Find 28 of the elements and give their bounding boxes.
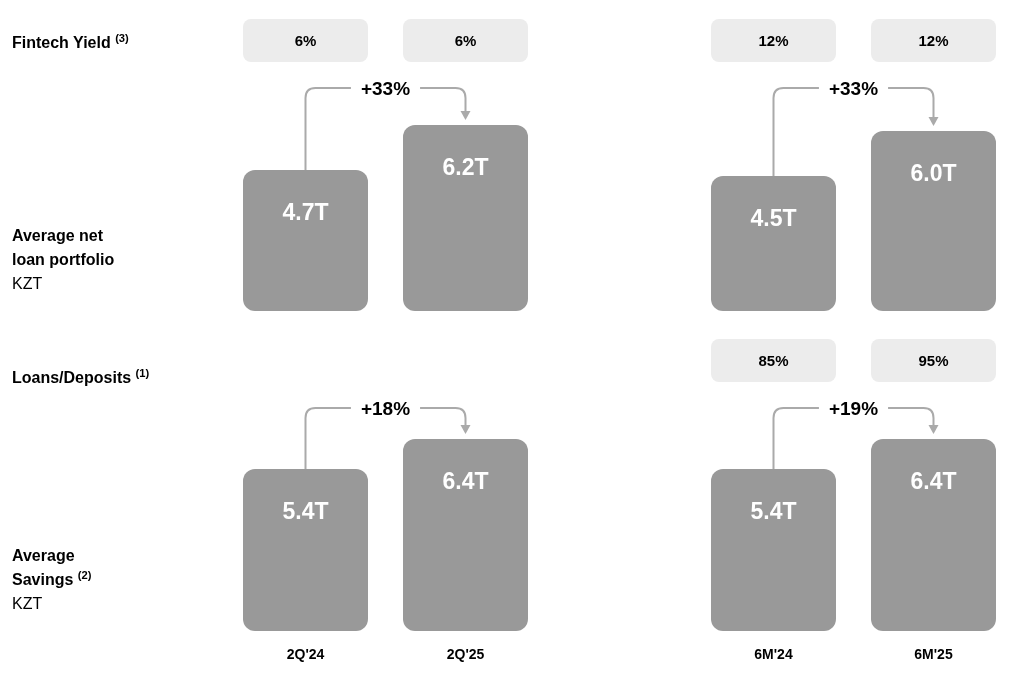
data-label: 5.4T — [282, 498, 329, 524]
x-tick-label: 6M'24 — [754, 646, 793, 662]
data-label: 6.4T — [442, 468, 489, 494]
data-label: 6.4T — [910, 468, 957, 494]
y-axis-title: Average net loan portfolio — [12, 227, 115, 268]
text: 12% — [918, 32, 949, 49]
data-label: 4.5T — [750, 205, 797, 231]
text: +19% — [828, 398, 879, 419]
text: KZT — [12, 595, 43, 612]
text: Fintech Yield $^{(3)}$ — [12, 32, 130, 51]
text: 85% — [758, 352, 789, 369]
text: Loans/Deposits $^{(1)}$ — [12, 367, 150, 386]
data-label: 5.4T — [750, 498, 797, 524]
text: 6% — [454, 32, 477, 49]
text: +18% — [360, 398, 411, 419]
x-tick-label: 6M'25 — [914, 646, 953, 662]
text: 6% — [294, 32, 317, 49]
y-axis-title: Average Savings $^{(2)}$ — [12, 547, 92, 588]
x-tick-label: 2Q'24 — [286, 646, 325, 662]
text: KZT — [12, 275, 43, 292]
text: +33% — [828, 78, 879, 99]
text: +33% — [360, 78, 411, 99]
text: 95% — [918, 352, 949, 369]
text: 12% — [758, 32, 789, 49]
data-label: 6.0T — [910, 160, 957, 186]
x-tick-label: 2Q'25 — [446, 646, 485, 662]
data-label: 6.2T — [442, 154, 489, 180]
data-label: 4.7T — [282, 199, 329, 225]
